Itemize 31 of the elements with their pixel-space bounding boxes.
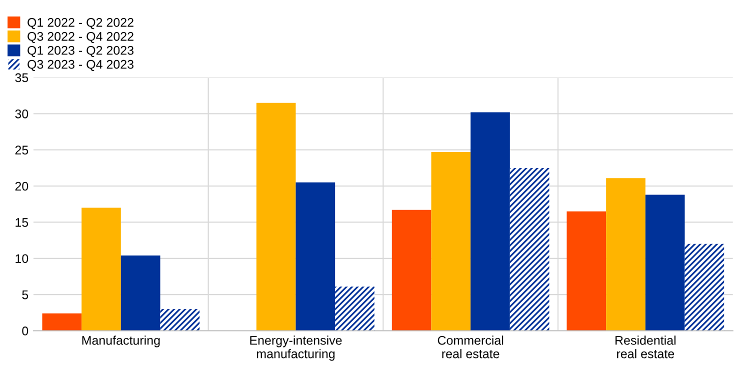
bar [431,152,471,331]
bar [256,102,296,331]
x-tick-label: Commercial real estate [438,336,504,358]
legend-label: Q3 2023 - Q4 2023 [28,60,134,72]
bar [296,182,336,331]
bar [160,309,200,331]
bar [606,178,646,331]
y-tick-label: 20 [15,182,28,191]
bar [392,210,432,331]
y-tick-label: 5 [22,290,28,300]
y-tick-label: 25 [15,146,28,154]
bar [470,112,510,331]
legend-label: Q1 2022 - Q2 2022 [28,18,134,30]
bar [684,244,724,331]
y-tick-label: 0 [22,326,28,336]
legend-label: Q3 2022 - Q4 2022 [28,32,134,44]
bar [82,208,121,331]
bar [566,211,606,331]
x-tick-label: Residential real estate [616,336,676,358]
bar [42,313,82,331]
bar [335,286,374,331]
y-tick-label: 10 [16,254,28,264]
bar [510,168,550,331]
y-tick-label: 15 [16,218,28,227]
bar [645,194,685,331]
bar [120,255,160,331]
x-tick-label: Energy-intensive manufacturing [250,336,342,361]
y-tick-label: 35 [15,73,28,82]
x-tick-label: Manufacturing [82,336,160,348]
legend-label: Q1 2023 - Q2 2023 [28,46,134,58]
y-tick-label: 30 [15,109,28,118]
